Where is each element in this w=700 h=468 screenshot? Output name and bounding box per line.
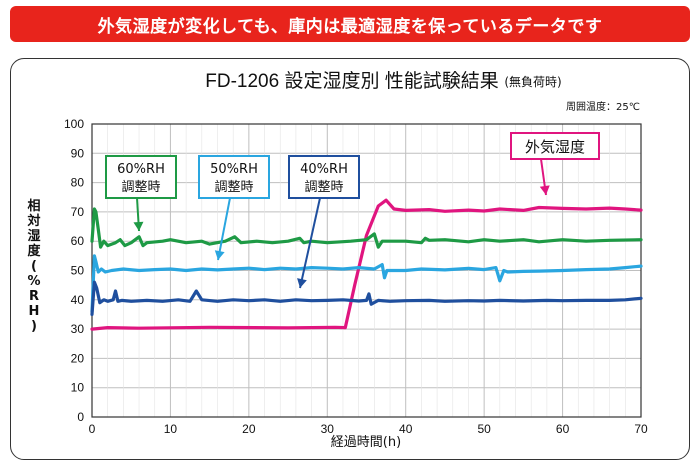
y-axis-label-char: ) xyxy=(31,319,37,334)
y-axis-label-char: % xyxy=(27,274,40,289)
y-axis-label-char: 度 xyxy=(27,243,41,259)
callout-label: 40%RH xyxy=(300,162,348,177)
x-axis-label: 経過時間(h) xyxy=(331,435,401,450)
x-tick-label: 10 xyxy=(164,422,178,436)
y-axis-label-char: 相 xyxy=(27,198,40,214)
series-lines xyxy=(90,198,643,331)
x-tick-label: 40 xyxy=(399,422,413,436)
chart-panel xyxy=(10,58,690,460)
y-tick-label: 50 xyxy=(71,264,85,278)
series-line xyxy=(90,198,643,331)
callout: 50%RH 調整時 xyxy=(198,155,270,261)
y-tick-label: 60 xyxy=(71,234,85,248)
callout: 40%RH 調整時 xyxy=(288,155,360,289)
callout-arrow xyxy=(299,197,321,289)
x-tick-label: 20 xyxy=(242,422,256,436)
callout: 外気湿度 xyxy=(510,132,600,196)
callout-box xyxy=(198,155,270,199)
y-axis-label-char: H xyxy=(29,304,40,319)
y-axis-label-char: ( xyxy=(31,259,37,274)
x-tick-label: 70 xyxy=(634,422,648,436)
callout-box xyxy=(288,155,360,199)
x-tick-label: 60 xyxy=(556,422,570,436)
callout-arrowhead xyxy=(539,185,550,195)
x-tick-label: 50 xyxy=(477,422,491,436)
callout: 60%RH 調整時 xyxy=(105,155,177,232)
series-line xyxy=(90,207,643,249)
chart-title: FD-1206 設定湿度別 性能試験結果 xyxy=(205,70,498,92)
callout-box xyxy=(105,155,177,199)
y-axis-label-char: R xyxy=(29,289,39,304)
plot-frame xyxy=(91,123,642,418)
callout-label: 調整時 xyxy=(121,180,160,195)
callout-arrowhead xyxy=(133,221,144,231)
y-tick-label: 80 xyxy=(71,176,85,190)
series-line xyxy=(90,280,643,316)
y-axis-label-char: 対 xyxy=(26,213,40,229)
x-tick-label: 30 xyxy=(321,422,335,436)
callout-label: 50%RH xyxy=(210,162,258,177)
callout-arrowhead xyxy=(297,278,307,288)
callouts: 外気湿度 60%RH 調整時 50%RH 調整時 40%RH 調整時 xyxy=(105,132,600,289)
tick-labels: 0 10 20 30 40 50 60 70 80 90 100 0 10 20 30 40 50 60 70 xyxy=(64,117,648,436)
callout-label: 調整時 xyxy=(304,180,343,195)
y-tick-label: 10 xyxy=(71,381,85,395)
callout-arrow xyxy=(217,197,231,261)
callout-label: 外気湿度 xyxy=(525,138,585,156)
y-axis-label-char: 湿 xyxy=(27,229,40,244)
callout-label: 60%RH xyxy=(117,162,165,177)
y-tick-label: 90 xyxy=(71,146,85,160)
callout-label: 調整時 xyxy=(214,180,253,195)
y-tick-label: 30 xyxy=(71,322,85,336)
y-tick-label: 20 xyxy=(71,351,85,365)
y-tick-label: 0 xyxy=(77,410,84,424)
y-tick-label: 40 xyxy=(71,293,85,307)
callout-arrowhead xyxy=(214,250,225,260)
y-tick-label: 70 xyxy=(71,205,85,219)
x-tick-label: 0 xyxy=(89,422,96,436)
chart-subtitle: 周囲温度：25℃ xyxy=(566,100,640,113)
chart-title-note: (無負荷時) xyxy=(504,74,561,89)
y-tick-label: 100 xyxy=(64,117,84,131)
header-banner: 外気湿度が変化しても、庫内は最適湿度を保っているデータです xyxy=(10,6,690,42)
callout-box xyxy=(510,132,600,160)
banner-text: 外気湿度が変化しても、庫内は最適湿度を保っているデータです xyxy=(97,16,603,37)
series-line xyxy=(90,254,643,314)
